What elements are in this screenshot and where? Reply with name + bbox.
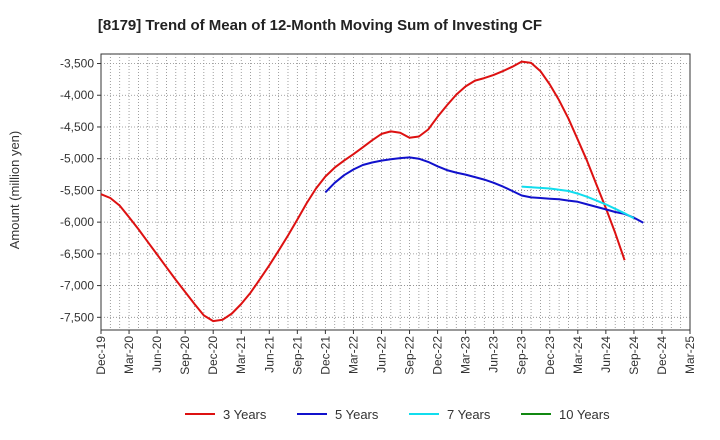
y-tick-label: -6,500 [60, 247, 94, 261]
x-tick-label: Mar-24 [571, 336, 585, 374]
x-tick-label: Mar-20 [122, 336, 136, 374]
y-axis-ticks: -3,500 -4,000 -4,500 -5,000 -5,500 -6,000 -6,5… [60, 57, 101, 324]
y-tick-label: -7,000 [60, 279, 94, 293]
x-tick-label: Dec-24 [655, 336, 669, 375]
y-tick-label: -4,500 [60, 120, 94, 134]
x-tick-label: Sep-22 [403, 336, 417, 375]
x-tick-label: Jun-21 [262, 336, 276, 373]
series-line-7-years [521, 185, 635, 220]
y-tick-label: -5,500 [60, 183, 94, 197]
legend-label: 7 Years [447, 407, 491, 422]
x-tick-label: Dec-22 [431, 336, 445, 375]
legend-label: 10 Years [559, 407, 610, 422]
y-tick-label: -5,000 [60, 152, 94, 166]
legend-label: 5 Years [335, 407, 379, 422]
x-tick-label: Mar-23 [459, 336, 473, 374]
x-tick-label: Mar-21 [234, 336, 248, 374]
x-tick-label: Mar-22 [346, 336, 360, 374]
y-tick-label: -6,000 [60, 215, 94, 229]
x-tick-label: Sep-20 [178, 336, 192, 375]
x-tick-label: Mar-25 [683, 336, 697, 374]
chart-title: [8179] Trend of Mean of 12-Month Moving … [98, 17, 542, 34]
x-tick-label: Jun-22 [374, 336, 388, 373]
x-tick-label: Dec-21 [318, 336, 332, 375]
x-tick-label: Sep-24 [627, 336, 641, 375]
x-tick-label: Sep-23 [515, 336, 529, 375]
y-tick-label: -3,500 [60, 57, 94, 71]
x-tick-label: Jun-24 [599, 336, 613, 373]
y-axis-label: Amount (million yen) [7, 131, 22, 250]
series-layer [100, 60, 644, 323]
y-tick-label: -7,500 [60, 310, 94, 324]
x-axis-ticks: Dec-19 Mar-20 Jun-20 Sep-20 Dec-20 Mar-21 Jun-… [94, 330, 697, 375]
series-line-5-years [324, 156, 644, 224]
x-tick-label: Jun-20 [150, 336, 164, 373]
legend: 3 Years 5 Years 7 Years 10 Years [185, 407, 610, 422]
x-tick-label: Sep-21 [290, 336, 304, 375]
series-line-3-years [100, 60, 626, 323]
x-tick-label: Dec-23 [543, 336, 557, 375]
y-tick-label: -4,000 [60, 88, 94, 102]
x-tick-label: Dec-19 [94, 336, 108, 375]
x-tick-label: Jun-23 [487, 336, 501, 373]
x-tick-label: Dec-20 [206, 336, 220, 375]
legend-label: 3 Years [223, 407, 267, 422]
plot-frame [100, 53, 691, 331]
plot-area [100, 53, 691, 331]
